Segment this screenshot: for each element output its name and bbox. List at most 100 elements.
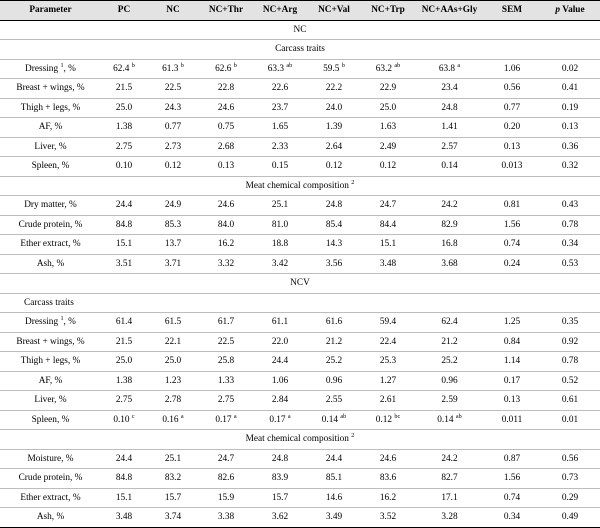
column-header: Parameter [0, 0, 101, 21]
group-title-text: Carcass traits [275, 44, 325, 55]
value-cell: 1.06 [253, 371, 307, 391]
value: 24.4 [115, 200, 133, 211]
value: 0.75 [217, 122, 235, 133]
value-cell: 82.9 [415, 215, 484, 235]
value-cell: 22.5 [199, 332, 253, 352]
parameter-name: Crude protein, % [18, 219, 83, 230]
value: 21.5 [115, 336, 133, 347]
table-row: Dressing 1, % 62.4 b 61.3 b 62.6 b 63.3 ab 59… [0, 59, 600, 79]
value: 22.5 [217, 336, 235, 347]
value-cell: 23.7 [253, 98, 307, 118]
value: 22.2 [325, 83, 343, 94]
footnote-marker: 2 [351, 432, 355, 440]
value-cell: 59.4 [361, 312, 415, 333]
value: 24.7 [379, 200, 397, 211]
value-cell: 2.75 [101, 390, 147, 411]
table-row: Crude protein, % 84.8 83.2 82.6 83.9 85.1 83.6… [0, 468, 600, 489]
value: 1.38 [115, 375, 133, 386]
sem-cell: 1.56 [484, 468, 540, 489]
value: 0.15 [271, 161, 289, 172]
parameter-cell: AF, % [0, 117, 101, 138]
value-cell: 25.3 [361, 351, 415, 372]
parameter-cell: Ether extract, % [0, 234, 101, 255]
significance-letter: ab [286, 61, 293, 69]
group-title: Carcass traits [0, 292, 600, 313]
significance-letter: b [131, 61, 135, 69]
value: 81.0 [271, 219, 289, 230]
sem-cell: 0.24 [484, 254, 540, 274]
value-cell: 24.9 [147, 195, 199, 216]
table-row: Moisture, % 24.4 25.1 24.7 24.8 24.4 24.6 24.2 0… [0, 449, 600, 469]
value-cell: 0.14 ab [307, 410, 361, 430]
sem-cell: 0.77 [484, 98, 540, 118]
table-row: Liver, % 2.75 2.78 2.75 2.84 2.55 2.61 2.59 0.13… [0, 390, 600, 411]
p-value-cell: 0.34 [540, 234, 600, 255]
value: 0.14 [441, 161, 458, 172]
value-cell: 3.42 [253, 254, 307, 274]
value: 2.59 [441, 395, 458, 406]
value-cell: 2.73 [147, 137, 199, 157]
value: 22.9 [379, 83, 397, 94]
value: 24.7 [217, 453, 235, 464]
value: 25.8 [217, 356, 235, 367]
parameter-name: Dressing [25, 317, 59, 328]
value-cell: 25.0 [147, 351, 199, 372]
value: 0.12 [379, 161, 397, 172]
value-cell: 24.3 [147, 98, 199, 118]
value: 24.4 [115, 453, 133, 464]
sem-cell: 0.74 [484, 234, 540, 255]
value-cell: 1.63 [361, 117, 415, 138]
value: 2.75 [115, 395, 133, 406]
value: 1.39 [325, 122, 343, 133]
value-cell: 1.65 [253, 117, 307, 138]
table-row: Thigh + legs, % 25.0 24.3 24.6 23.7 24.0 25.0 2… [0, 98, 600, 118]
value-cell: 25.0 [101, 351, 147, 372]
value-cell: 0.96 [415, 371, 484, 391]
value-cell: 3.28 [415, 507, 484, 528]
value: 59.5 [323, 63, 340, 74]
value: 24.8 [271, 453, 289, 464]
value-cell: 0.75 [199, 117, 253, 138]
parameter-cell: Crude protein, % [0, 215, 101, 235]
value-cell: 82.7 [415, 468, 484, 489]
table-row: Crude protein, % 84.8 85.3 84.0 81.0 85.4 84.4… [0, 215, 600, 235]
sem-cell: 0.74 [484, 488, 540, 508]
parameter-name: Breast + wings, % [16, 83, 85, 94]
value-cell: 3.62 [253, 507, 307, 528]
value-cell: 24.2 [415, 449, 484, 469]
group-header-row: Meat chemical composition 2 [0, 175, 600, 196]
sem-cell: 1.06 [484, 59, 540, 79]
value-cell: 21.5 [101, 78, 147, 99]
value-cell: 3.48 [361, 254, 415, 274]
column-header: NC+Arg [253, 0, 307, 21]
value: 3.62 [271, 512, 289, 523]
p-value-cell: 0.78 [540, 215, 600, 235]
value: 3.52 [379, 512, 397, 523]
p-value-cell: 0.32 [540, 156, 600, 177]
value: 1.33 [217, 375, 235, 386]
value-cell: 24.8 [307, 195, 361, 216]
value: 59.4 [379, 317, 397, 328]
footnote-marker: 2 [351, 178, 355, 186]
value-cell: 63.8 a [415, 59, 484, 79]
value-cell: 16.8 [415, 234, 484, 255]
parameter-cell: Dressing 1, % [0, 59, 101, 79]
value: 61.3 [162, 63, 179, 74]
value: 22.4 [379, 336, 397, 347]
value-cell: 24.4 [101, 195, 147, 216]
sem-cell: 0.013 [484, 156, 540, 177]
value: 63.3 [267, 63, 285, 74]
value: 24.9 [164, 200, 182, 211]
value: 84.8 [115, 219, 133, 230]
value-cell: 24.0 [307, 98, 361, 118]
value: 3.48 [379, 258, 397, 269]
value-cell: 25.1 [147, 449, 199, 469]
value-cell: 15.1 [101, 234, 147, 255]
value-cell: 0.17 a [253, 410, 307, 430]
value: 1.38 [115, 122, 133, 133]
value-cell: 2.64 [307, 137, 361, 157]
value-cell: 61.5 [147, 312, 199, 333]
value: 15.7 [271, 492, 289, 503]
value-cell: 22.6 [253, 78, 307, 99]
value-cell: 61.1 [253, 312, 307, 333]
